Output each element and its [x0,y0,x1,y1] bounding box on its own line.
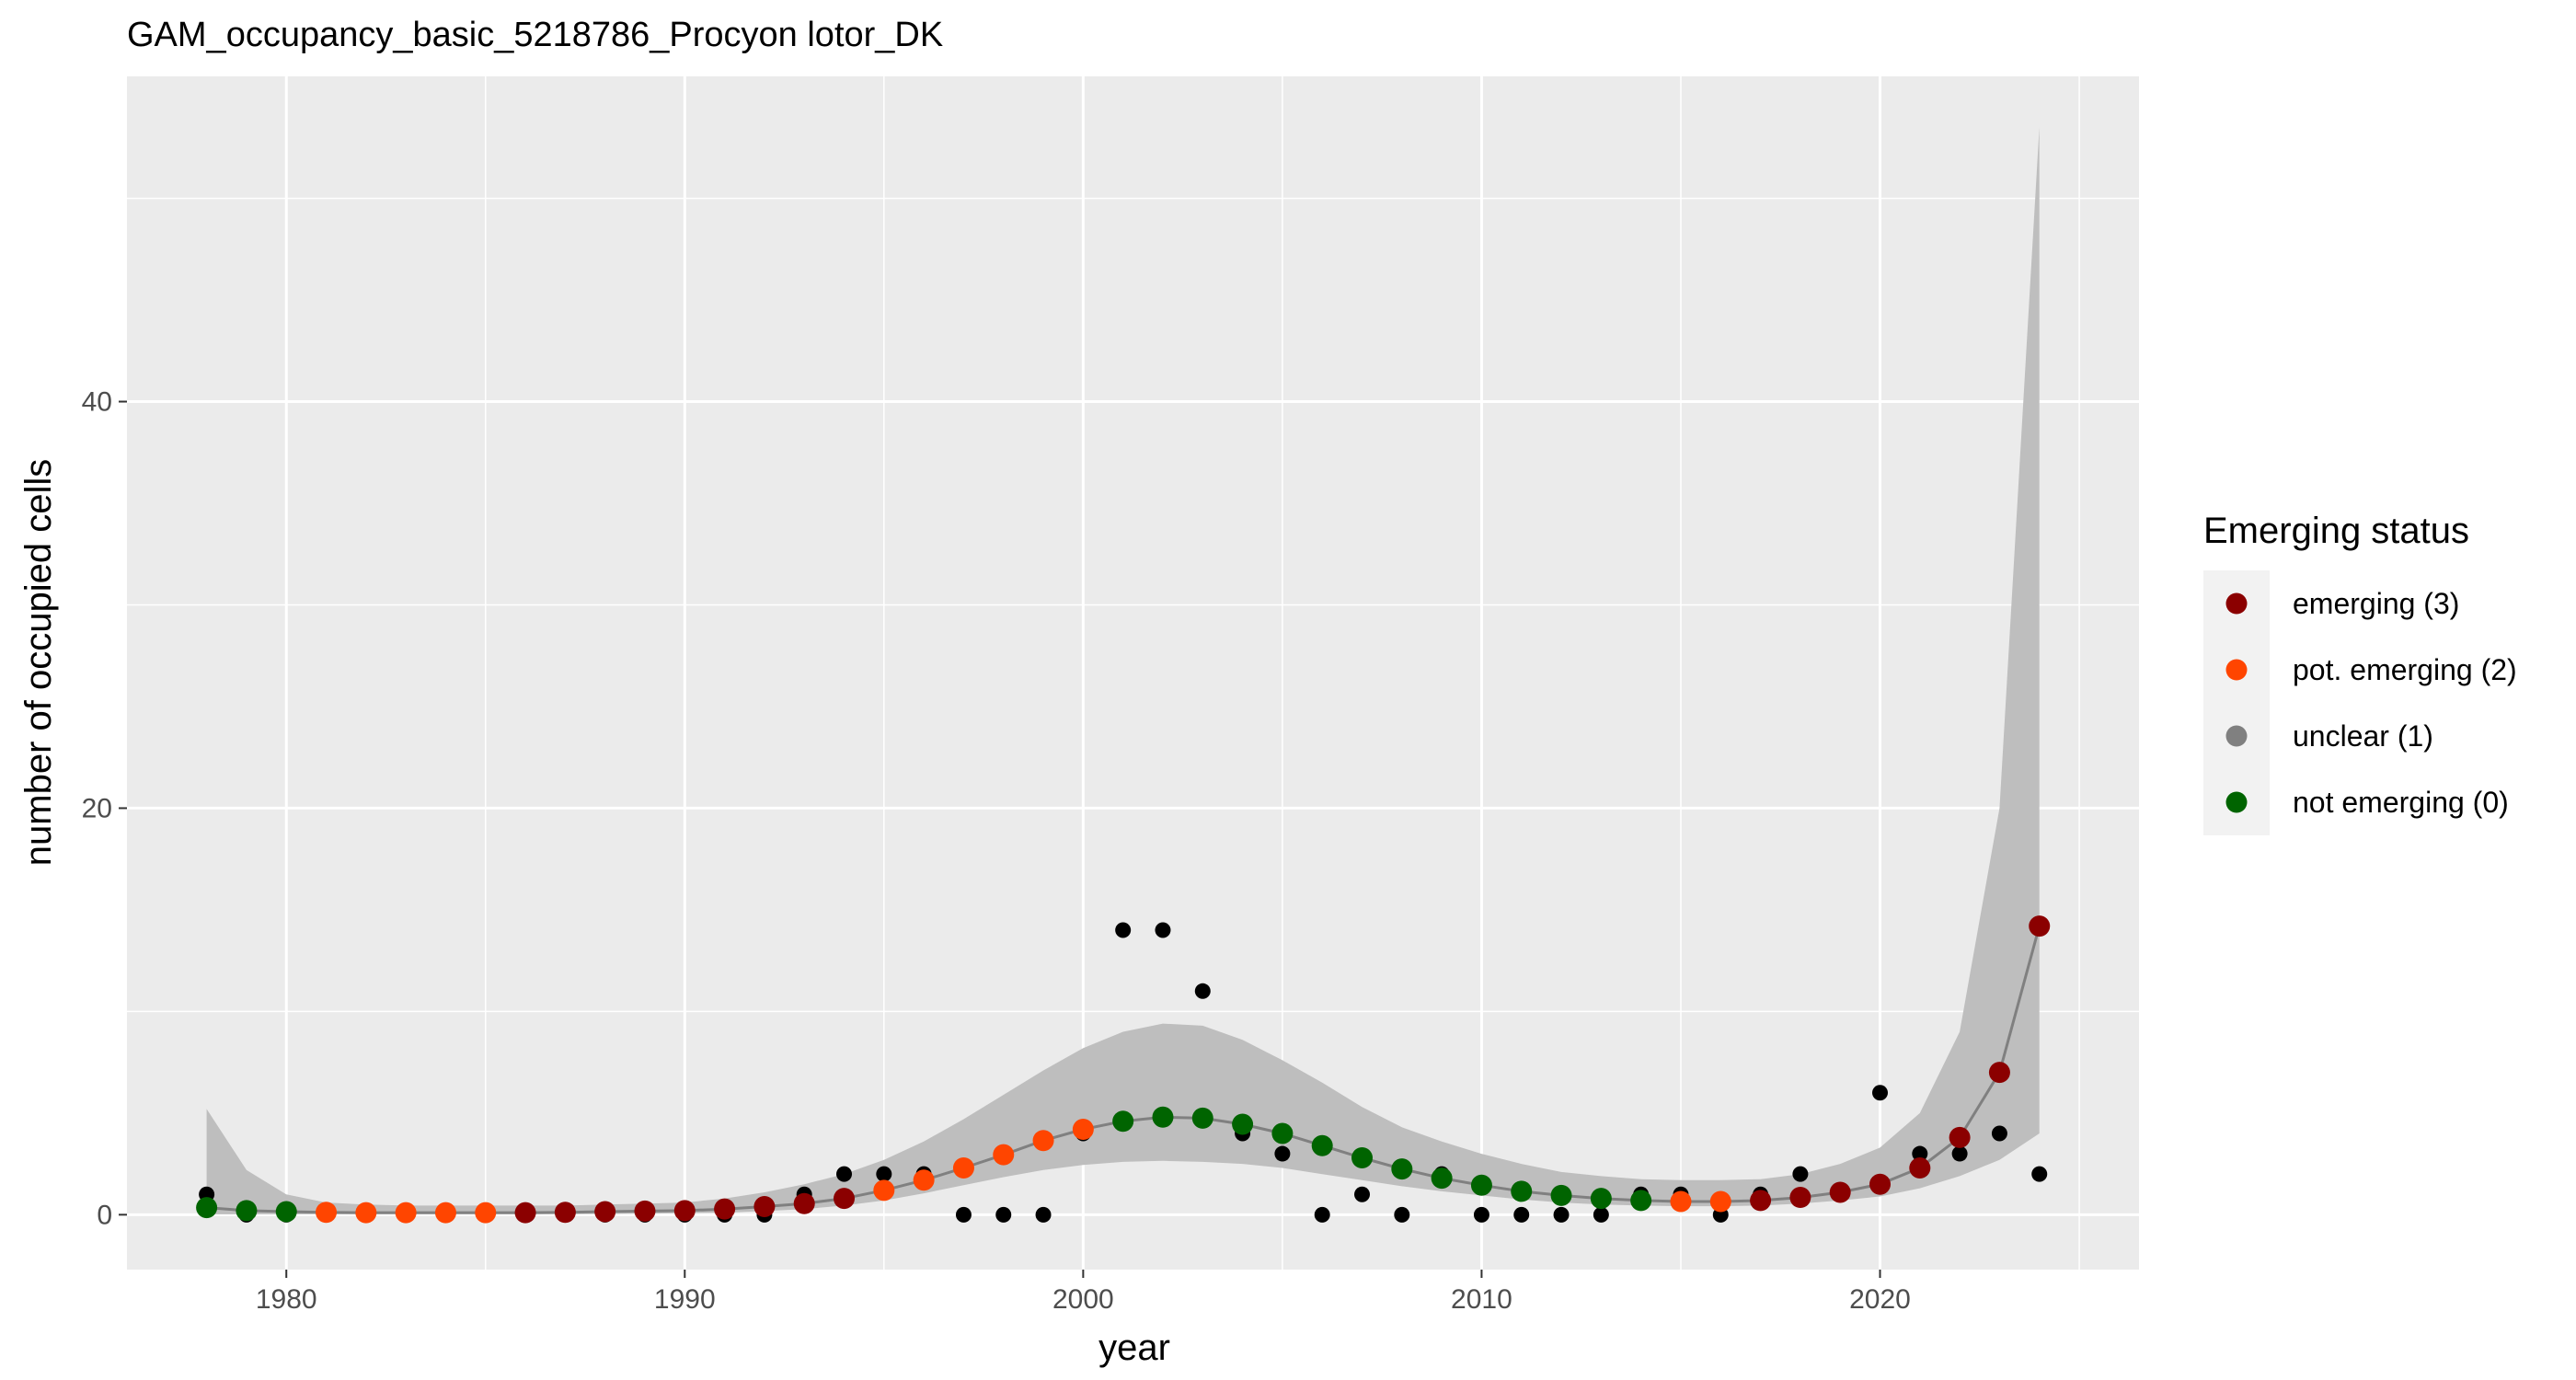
fitted-point [275,1201,297,1223]
observed-point [1194,983,1211,999]
fitted-point [913,1169,935,1191]
fitted-point [1431,1167,1453,1190]
fitted-point [1670,1190,1692,1213]
fitted-point [753,1196,776,1218]
observed-point [1912,1145,1928,1162]
fitted-point [1511,1180,1533,1202]
observed-point [1354,1186,1371,1202]
legend-key [2225,659,2248,681]
fitted-point [1351,1146,1374,1168]
legend-label: emerging (3) [2293,587,2459,620]
observed-point [1394,1206,1410,1223]
y-tick-label: 40 [82,387,112,418]
x-tick-label: 1990 [654,1284,716,1315]
observed-point [1314,1206,1330,1223]
fitted-point [1470,1174,1492,1196]
chart-title: GAM_occupancy_basic_5218786_Procyon loto… [127,16,943,54]
observed-point [1593,1206,1609,1223]
legend-label: unclear (1) [2293,719,2433,753]
fitted-point [475,1202,497,1224]
fitted-point [952,1157,974,1179]
y-tick-label: 0 [97,1200,112,1230]
fitted-point [1829,1181,1851,1203]
legend-key [2225,725,2248,747]
y-axis: 0 20 40 [82,387,127,1230]
fitted-point [1232,1113,1254,1135]
minor-gridlines [127,76,2139,1270]
fitted-point [634,1200,656,1222]
fitted-point [1909,1157,1931,1179]
fitted-point [1152,1106,1174,1128]
observed-point [1035,1206,1052,1223]
observed-point [2031,1166,2048,1182]
fitted-point [793,1192,815,1214]
fitted-point [2029,915,2051,937]
x-axis: 1980 1990 2000 2010 2020 [256,1270,1911,1315]
legend-title: Emerging status [2203,511,2469,551]
legend-key [2225,791,2248,813]
fitted-point [554,1202,576,1224]
fitted-point [873,1179,895,1202]
fitted-point [1112,1110,1134,1133]
observed-point [1872,1085,1889,1101]
fitted-point [316,1202,338,1224]
fitted-point [1709,1190,1731,1213]
fitted-point [1630,1190,1652,1212]
x-tick-label: 2010 [1451,1284,1512,1315]
observed-point [836,1166,853,1182]
legend-label: not emerging (0) [2293,786,2509,819]
legend: Emerging status emerging (3) pot. emergin… [2203,511,2517,835]
x-tick-label: 2020 [1849,1284,1911,1315]
y-axis-title: number of occupied cells [18,459,59,866]
fitted-point [236,1200,258,1222]
fitted-point [834,1188,856,1210]
observed-point [955,1206,972,1223]
x-axis-title: year [1098,1328,1170,1368]
fitted-point [1869,1173,1892,1195]
legend-label: pot. emerging (2) [2293,653,2517,686]
observed-point [1155,922,1171,938]
fitted-point [1550,1184,1572,1206]
legend-key-background [2203,570,2270,835]
fitted-point [514,1202,536,1224]
fitted-point [993,1144,1015,1166]
legend-key [2225,592,2248,615]
fitted-point [594,1201,616,1223]
observed-point [1991,1125,2007,1142]
fitted-point [1750,1190,1772,1212]
observed-point [1473,1206,1489,1223]
observed-point [876,1166,892,1182]
fitted-points [196,915,2051,1224]
fitted-point [1271,1122,1294,1144]
fitted-point [673,1200,696,1222]
observed-point [995,1206,1012,1223]
fitted-point [196,1197,218,1219]
fitted-point [355,1202,377,1224]
x-tick-label: 2000 [1052,1284,1114,1315]
observed-point [1553,1206,1570,1223]
fitted-point [434,1202,456,1224]
fitted-point [1590,1188,1612,1210]
fitted-point [395,1202,417,1224]
fitted-point [1789,1187,1811,1209]
observed-point [1513,1206,1530,1223]
fitted-point [1311,1134,1333,1156]
observed-point [1951,1145,1968,1162]
observed-point [1274,1145,1291,1162]
observed-point [1792,1166,1809,1182]
observed-point [1115,922,1132,938]
fitted-point [1191,1107,1213,1129]
fitted-point [1988,1062,2010,1084]
fitted-point [1072,1119,1094,1141]
y-tick-label: 20 [82,793,112,823]
fitted-point [1391,1158,1413,1180]
fitted-point [714,1198,736,1220]
fitted-point [1949,1126,1971,1148]
fitted-point [1032,1130,1054,1152]
x-tick-label: 1980 [256,1284,317,1315]
